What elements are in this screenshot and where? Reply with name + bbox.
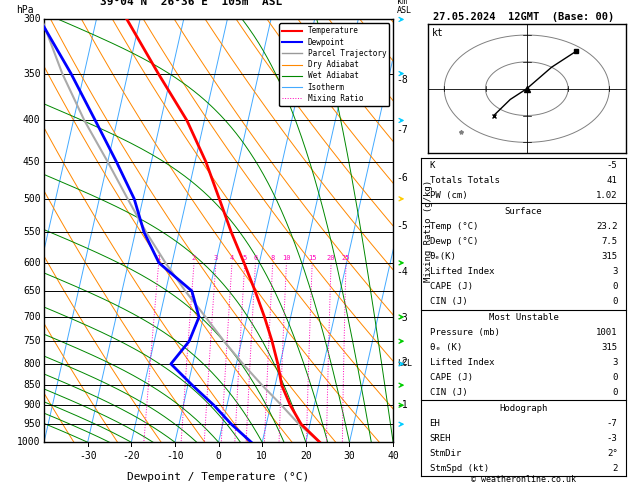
Text: 4: 4 (230, 255, 234, 261)
Text: 2°: 2° (607, 449, 618, 458)
Text: Totals Totals: Totals Totals (430, 176, 499, 185)
Text: Lifted Index: Lifted Index (430, 267, 494, 276)
Text: -6: -6 (397, 174, 408, 183)
Text: -30: -30 (79, 451, 96, 461)
Text: -3: -3 (607, 434, 618, 443)
Text: Dewpoint / Temperature (°C): Dewpoint / Temperature (°C) (128, 472, 309, 482)
Text: -5: -5 (397, 221, 408, 231)
Text: 41: 41 (607, 176, 618, 185)
Text: 850: 850 (23, 380, 40, 390)
Text: 750: 750 (23, 336, 40, 346)
Text: StmDir: StmDir (430, 449, 462, 458)
Text: hPa: hPa (16, 5, 34, 15)
Text: Surface: Surface (505, 207, 542, 215)
Text: 8: 8 (270, 255, 275, 261)
Text: -1: -1 (397, 400, 408, 410)
Text: -20: -20 (123, 451, 140, 461)
Text: 550: 550 (23, 227, 40, 237)
Text: 0: 0 (612, 373, 618, 382)
Text: 2: 2 (612, 464, 618, 473)
Text: 3: 3 (612, 358, 618, 367)
Text: Mixing Ratio (g/kg): Mixing Ratio (g/kg) (423, 180, 433, 282)
Text: 315: 315 (601, 252, 618, 261)
Text: 23.2: 23.2 (596, 222, 618, 231)
Text: -2: -2 (397, 357, 408, 366)
Text: θₑ(K): θₑ(K) (430, 252, 457, 261)
Text: 3: 3 (612, 267, 618, 276)
Text: 600: 600 (23, 258, 40, 268)
Text: K: K (430, 161, 435, 170)
Text: Hodograph: Hodograph (499, 403, 548, 413)
Text: 25: 25 (342, 255, 350, 261)
Text: -7: -7 (397, 125, 408, 135)
Text: 0: 0 (612, 297, 618, 307)
Text: CAPE (J): CAPE (J) (430, 373, 472, 382)
Text: 350: 350 (23, 69, 40, 79)
Text: 950: 950 (23, 419, 40, 429)
Text: 1.02: 1.02 (596, 191, 618, 200)
Text: PW (cm): PW (cm) (430, 191, 467, 200)
Text: EH: EH (430, 419, 440, 428)
Text: 1: 1 (157, 255, 161, 261)
Text: 10: 10 (282, 255, 291, 261)
Text: 40: 40 (387, 451, 399, 461)
Text: Dewp (°C): Dewp (°C) (430, 237, 478, 246)
Text: 450: 450 (23, 157, 40, 167)
Text: -4: -4 (397, 267, 408, 278)
Text: 900: 900 (23, 400, 40, 410)
Text: 0: 0 (612, 282, 618, 291)
Text: 1000: 1000 (17, 437, 40, 447)
Text: CIN (J): CIN (J) (430, 388, 467, 398)
Text: 30: 30 (343, 451, 355, 461)
Text: 500: 500 (23, 194, 40, 204)
Text: LCL: LCL (398, 359, 412, 368)
Text: 1001: 1001 (596, 328, 618, 337)
Text: 15: 15 (308, 255, 316, 261)
Legend: Temperature, Dewpoint, Parcel Trajectory, Dry Adiabat, Wet Adiabat, Isotherm, Mi: Temperature, Dewpoint, Parcel Trajectory… (279, 23, 389, 106)
Text: km
ASL: km ASL (397, 0, 411, 15)
Text: 315: 315 (601, 343, 618, 352)
Text: -5: -5 (607, 161, 618, 170)
Text: -7: -7 (607, 419, 618, 428)
Text: θₑ (K): θₑ (K) (430, 343, 462, 352)
Text: CAPE (J): CAPE (J) (430, 282, 472, 291)
Text: Pressure (mb): Pressure (mb) (430, 328, 499, 337)
Text: 650: 650 (23, 286, 40, 296)
Text: -8: -8 (397, 74, 408, 85)
Text: Temp (°C): Temp (°C) (430, 222, 478, 231)
Text: 3: 3 (214, 255, 218, 261)
Text: 0: 0 (216, 451, 221, 461)
Text: 39°04'N  26°36'E  105m  ASL: 39°04'N 26°36'E 105m ASL (99, 0, 282, 7)
Text: SREH: SREH (430, 434, 451, 443)
Text: 10: 10 (257, 451, 268, 461)
Text: 700: 700 (23, 312, 40, 322)
Text: 400: 400 (23, 116, 40, 125)
Text: kt: kt (431, 28, 443, 38)
Text: 20: 20 (327, 255, 335, 261)
Text: 27.05.2024  12GMT  (Base: 00): 27.05.2024 12GMT (Base: 00) (433, 12, 615, 22)
Text: 20: 20 (300, 451, 312, 461)
Text: 800: 800 (23, 359, 40, 369)
Text: 5: 5 (243, 255, 247, 261)
Text: © weatheronline.co.uk: © weatheronline.co.uk (471, 474, 576, 484)
Text: -3: -3 (397, 312, 408, 323)
Text: 7.5: 7.5 (601, 237, 618, 246)
Text: 300: 300 (23, 15, 40, 24)
Text: CIN (J): CIN (J) (430, 297, 467, 307)
Text: 0: 0 (612, 388, 618, 398)
Text: StmSpd (kt): StmSpd (kt) (430, 464, 489, 473)
Text: 2: 2 (192, 255, 196, 261)
Text: -10: -10 (166, 451, 184, 461)
Text: Lifted Index: Lifted Index (430, 358, 494, 367)
Text: Most Unstable: Most Unstable (489, 312, 559, 322)
Text: 6: 6 (253, 255, 258, 261)
